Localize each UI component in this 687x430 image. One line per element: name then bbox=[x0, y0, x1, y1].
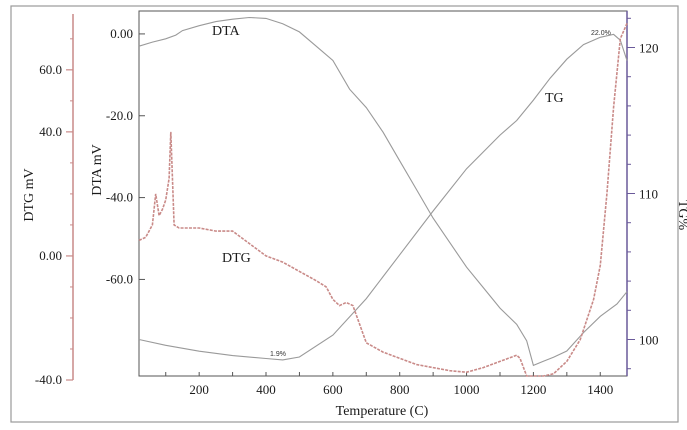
x-tick-label: 1200 bbox=[520, 382, 546, 397]
x-tick-label: 200 bbox=[189, 382, 209, 397]
series-tg-line bbox=[138, 33, 628, 361]
x-tick-label: 600 bbox=[323, 382, 343, 397]
tg-axis-ticks: 120 110 100 bbox=[627, 17, 659, 370]
dta-tick-label: -40.0 bbox=[106, 190, 133, 205]
dtg-tick-label: 60.0 bbox=[39, 62, 62, 77]
series-layer bbox=[138, 16, 628, 377]
x-axis-title: Temperature (C) bbox=[336, 404, 429, 419]
tg-axis-title: TG% bbox=[675, 200, 687, 231]
series-dtg-line bbox=[138, 22, 628, 377]
x-tick-label: 400 bbox=[256, 382, 276, 397]
tg-min-annotation: 1.9% bbox=[270, 351, 286, 358]
dtg-tick-label: 0.00 bbox=[39, 248, 62, 263]
x-tick-label: 1400 bbox=[587, 382, 613, 397]
dta-axis-title: DTA mV bbox=[90, 144, 105, 195]
figure-frame bbox=[10, 5, 679, 423]
dtg-axis-title: DTG mV bbox=[22, 168, 37, 221]
plot-area bbox=[138, 10, 628, 377]
x-tick-label: 1000 bbox=[454, 382, 480, 397]
tg-tick-label: 120 bbox=[639, 41, 659, 56]
dta-axis-ticks: 0.00 -20.0 -40.0 -60.0 bbox=[106, 26, 145, 286]
tg-curve-label: TG bbox=[545, 91, 564, 106]
x-axis-ticks: 200 400 600 800 1000 1200 1400 bbox=[165, 372, 613, 397]
dta-curve-label: DTA bbox=[212, 24, 241, 39]
dtg-axis-ticks: 60.0 40.0 0.00 -40.0 bbox=[35, 38, 73, 387]
dta-tick-label: -20.0 bbox=[106, 108, 133, 123]
tg-tick-label: 100 bbox=[639, 333, 659, 348]
dta-tick-label: 0.00 bbox=[110, 26, 133, 41]
dtg-tick-label: 40.0 bbox=[39, 124, 62, 139]
tg-tick-label: 110 bbox=[639, 187, 658, 202]
x-tick-label: 800 bbox=[390, 382, 410, 397]
dtg-curve-label: DTG bbox=[222, 251, 251, 266]
dta-tick-label: -60.0 bbox=[106, 271, 133, 286]
tg-max-annotation: 22.0% bbox=[591, 30, 611, 37]
dtg-tick-label: -40.0 bbox=[35, 372, 62, 387]
series-dta-line bbox=[138, 16, 628, 367]
